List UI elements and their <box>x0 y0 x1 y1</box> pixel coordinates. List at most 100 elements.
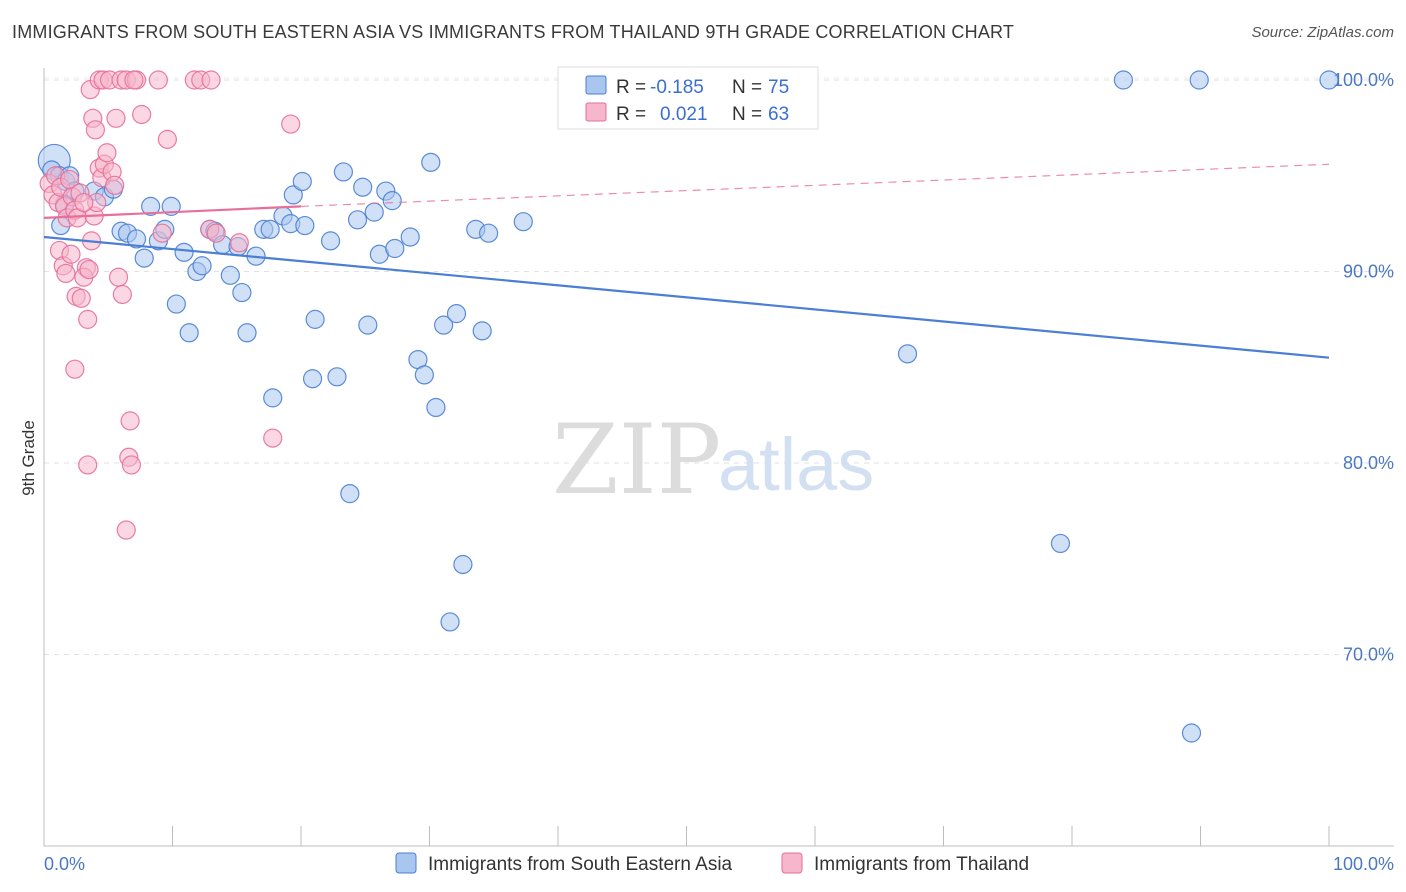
chart-title: IMMIGRANTS FROM SOUTH EASTERN ASIA VS IM… <box>12 22 1015 42</box>
point-sea-71 <box>1113 70 1134 90</box>
point-sea-49 <box>364 202 384 222</box>
point-sea-48 <box>358 315 378 335</box>
point-thai-58 <box>229 233 249 253</box>
point-thai-15 <box>61 244 81 264</box>
point-sea-44 <box>333 162 354 182</box>
y-tick-label-80: 80.0% <box>1343 453 1394 473</box>
point-sea-53 <box>385 238 405 259</box>
point-sea-74 <box>1319 70 1339 90</box>
point-thai-20 <box>79 259 99 280</box>
watermark-zip: ZIP <box>552 404 721 516</box>
point-sea-46 <box>347 210 368 230</box>
point-sea-15 <box>141 196 161 216</box>
trend-line-south-eastern-asia <box>43 235 1330 359</box>
point-thai-37 <box>121 455 141 475</box>
stats-n-value-1: 75 <box>768 77 789 98</box>
point-thai-32 <box>112 284 132 305</box>
point-thai-21 <box>78 309 98 329</box>
point-sea-59 <box>434 315 454 335</box>
point-sea-39 <box>295 215 315 236</box>
point-thai-59 <box>263 428 283 448</box>
point-sea-42 <box>320 231 341 251</box>
series-thailand <box>39 70 301 540</box>
gridlines <box>44 77 1394 655</box>
trend-line-thailand <box>43 205 302 219</box>
stats-legend: R = -0.185 N = 75 R = 0.021 N = 63 <box>557 66 819 130</box>
point-sea-65 <box>479 223 499 243</box>
trend-line-thailand-extension <box>300 163 1330 207</box>
point-sea-23 <box>192 256 212 276</box>
point-thai-41 <box>85 120 106 140</box>
point-thai-62 <box>74 192 94 213</box>
point-sea-20 <box>174 242 194 262</box>
point-sea-62 <box>453 554 473 575</box>
point-thai-14 <box>56 263 76 284</box>
point-sea-41 <box>305 309 325 329</box>
legend-label-thailand: Immigrants from Thailand <box>814 854 1029 875</box>
point-sea-40 <box>302 369 323 389</box>
stats-r-value-2: 0.021 <box>660 104 708 125</box>
point-thai-52 <box>157 129 177 149</box>
point-sea-19 <box>166 294 186 314</box>
point-sea-60 <box>440 612 460 632</box>
point-thai-49 <box>132 104 152 125</box>
point-sea-64 <box>472 321 492 341</box>
point-sea-58 <box>426 397 446 418</box>
x-tick-label-100: 100.0% <box>1333 854 1394 874</box>
y-tick-label-100: 100.0% <box>1333 70 1394 90</box>
point-sea-34 <box>263 388 283 408</box>
stats-n-label-2: N = <box>732 104 762 125</box>
point-thai-33 <box>65 359 85 379</box>
point-thai-50 <box>124 70 144 90</box>
y-tick-labels: 70.0% 80.0% 90.0% 100.0% <box>1333 70 1394 665</box>
stats-n-value-2: 63 <box>768 104 789 125</box>
point-sea-66 <box>513 212 533 232</box>
point-thai-55 <box>201 70 221 90</box>
point-sea-73 <box>1189 70 1209 90</box>
y-tick-label-70: 70.0% <box>1343 645 1394 665</box>
point-sea-38 <box>292 171 312 192</box>
point-sea-18 <box>161 196 181 216</box>
point-thai-35 <box>116 520 136 540</box>
source-label: Source: ZipAtlas.com <box>1251 24 1394 41</box>
point-sea-14 <box>134 248 154 268</box>
point-sea-37 <box>283 185 303 205</box>
point-sea-52 <box>382 191 402 211</box>
y-tick-label-90: 90.0% <box>1343 262 1394 282</box>
point-thai-30 <box>105 175 125 195</box>
point-sea-47 <box>353 177 373 197</box>
legend-label-south-eastern-asia: Immigrants from South Eastern Asia <box>428 854 733 875</box>
x-tick-label-0: 0.0% <box>44 854 85 874</box>
point-thai-38 <box>120 411 140 431</box>
point-thai-31 <box>108 267 129 287</box>
point-sea-30 <box>237 323 257 343</box>
point-thai-57 <box>206 223 226 243</box>
series-legend: Immigrants from South Eastern Asia Immig… <box>395 852 1029 875</box>
legend-swatch-thailand <box>781 852 803 874</box>
point-sea-43 <box>327 367 347 387</box>
y-axis-title: 9th Grade <box>19 420 38 496</box>
point-sea-61 <box>446 304 467 324</box>
point-sea-54 <box>400 227 420 247</box>
x-tick-marks <box>172 826 1330 846</box>
stats-n-label-1: N = <box>732 77 762 98</box>
point-sea-13 <box>126 229 147 249</box>
point-sea-27 <box>220 265 240 285</box>
watermark-atlas: atlas <box>718 423 874 506</box>
stats-r-label-2: R = <box>616 104 646 125</box>
point-sea-21 <box>179 323 199 343</box>
stats-legend-blue-swatch <box>585 75 607 95</box>
point-thai-61 <box>152 223 172 243</box>
point-thai-17 <box>71 288 91 308</box>
point-thai-60 <box>281 114 301 134</box>
point-thai-34 <box>78 455 98 475</box>
legend-swatch-south-eastern-asia <box>395 852 417 874</box>
point-thai-28 <box>97 143 117 163</box>
point-sea-29 <box>232 282 252 303</box>
point-sea-69 <box>897 344 918 364</box>
point-sea-72 <box>1181 723 1202 743</box>
trend-lines <box>43 163 1330 359</box>
stats-legend-pink-swatch <box>585 102 607 122</box>
point-sea-56 <box>414 365 434 385</box>
